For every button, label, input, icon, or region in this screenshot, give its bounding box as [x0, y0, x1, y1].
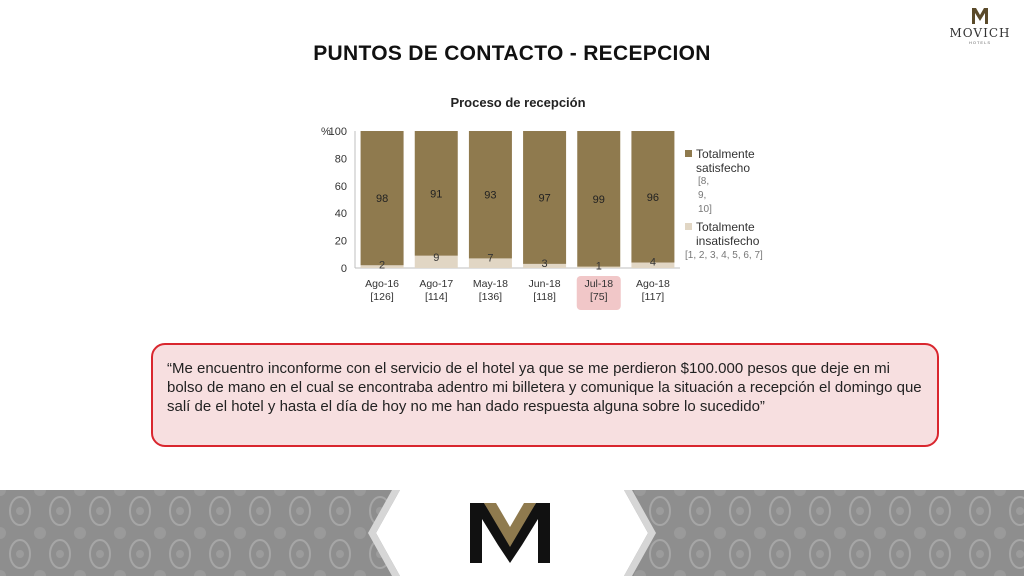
y-tick-label: 100 [329, 126, 347, 138]
y-tick-label: 0 [341, 263, 347, 275]
data-label-insatisfecho: 7 [487, 252, 493, 264]
legend-scale-insatisfecho: [1, 2, 3, 4, 5, 6, 7] [685, 250, 763, 261]
bar-segment-insatisfecho [360, 265, 404, 268]
data-label-satisfecho: 91 [430, 188, 442, 200]
data-label-insatisfecho: 1 [596, 261, 602, 273]
bar-segment-insatisfecho [468, 258, 512, 268]
data-label-insatisfecho: 4 [650, 257, 656, 269]
y-tick-label: 40 [335, 208, 347, 220]
bar-segment-satisfecho [468, 131, 512, 259]
x-tick-count-label: [114] [425, 291, 448, 303]
x-tick-label: Ago-17 [419, 278, 453, 290]
bar-segment-satisfecho [523, 131, 567, 264]
bar-segment-insatisfecho [523, 263, 567, 268]
x-tick-label: May-18 [473, 278, 508, 290]
bar-segment-satisfecho [631, 131, 675, 263]
data-label-insatisfecho: 2 [379, 259, 385, 271]
data-label-insatisfecho: 9 [433, 252, 439, 264]
y-tick-label: 80 [335, 153, 347, 165]
bar-segment-insatisfecho [414, 255, 458, 268]
y-tick-label: 20 [335, 236, 347, 248]
legend-label-satisfecho: Totalmente satisfecho [696, 147, 755, 175]
x-tick-count-label: [117] [642, 291, 665, 303]
data-label-satisfecho: 97 [538, 192, 550, 204]
x-tick-count-label: [136] [479, 291, 502, 303]
slide-title: PUNTOS DE CONTACTO - RECEPCION [313, 42, 711, 65]
x-tick-count-label: [118] [533, 291, 556, 303]
bar-segment-satisfecho [577, 131, 621, 267]
bar-segment-insatisfecho [577, 266, 621, 268]
x-tick-label: Jul-18 [584, 278, 613, 290]
footer-monogram-icon [470, 503, 550, 563]
customer-quote-text: “Me encuentro inconforme con el servicio… [167, 360, 922, 415]
x-tick-label: Ago-16 [365, 278, 399, 290]
data-label-satisfecho: 99 [593, 194, 605, 206]
legend-scale-satisfecho: [8, 9, 10] [698, 176, 712, 215]
x-tick-count-label: [126] [370, 291, 393, 303]
data-label-insatisfecho: 3 [542, 258, 548, 270]
x-tick-label: Ago-18 [636, 278, 670, 290]
bar-segment-satisfecho [414, 131, 458, 256]
brand-subtitle: HOTELS [968, 40, 991, 45]
stacked-bar-chart: 0 20 40 60 80 100% 98 2 Ago-16[126] 91 9 Ago-17[114… [321, 126, 680, 310]
brand-monogram-icon [972, 8, 988, 24]
y-tick-label: 60 [335, 181, 347, 193]
data-label-satisfecho: 98 [376, 193, 388, 205]
brand-logo: MOVICH HOTELS [944, 6, 1016, 46]
data-label-satisfecho: 96 [647, 192, 659, 204]
data-label-satisfecho: 93 [484, 190, 496, 202]
brand-name: MOVICH [949, 26, 1011, 40]
bar-segment-satisfecho [360, 131, 404, 266]
bar-segment-insatisfecho [631, 262, 675, 268]
legend-swatch-insatisfecho [685, 223, 692, 230]
x-tick-label: Jun-18 [529, 278, 561, 290]
legend-label-insatisfecho: Totalmente insatisfecho [696, 220, 760, 248]
y-unit-label: % [321, 126, 331, 138]
chart-title: Proceso de recepción [450, 95, 586, 110]
customer-quote-box: “Me encuentro inconforme con el servicio… [151, 343, 939, 447]
x-tick-count-label: [75] [590, 291, 608, 303]
highlighted-category-background [576, 276, 621, 310]
legend-swatch-satisfecho [685, 150, 692, 157]
